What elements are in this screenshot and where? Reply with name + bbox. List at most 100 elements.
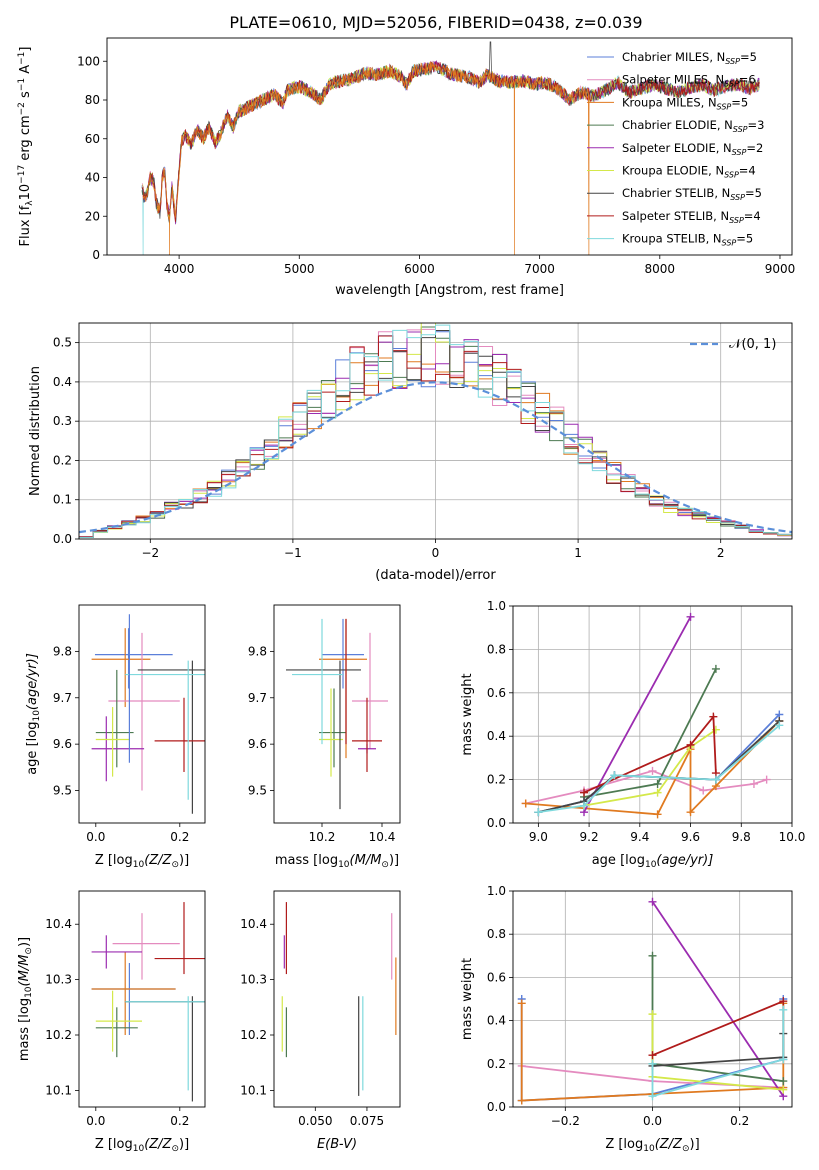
mass-vs-ebv-axes: 0.050 0.075 10.1 10.2 10.3 10.4 E(B-V) (240, 890, 401, 1152)
age-vs-mass-axes: 10.2 10.4 9.5 9.6 9.7 9.8 mass [log10(M/M⊙)] (248, 604, 401, 870)
massweight-vs-z-marker (648, 897, 657, 906)
age-vs-mass-ytick-label: 9.6 (248, 737, 267, 751)
legend-entry: Kroupa MILES, NSSP=5 (622, 95, 748, 111)
mass-vs-z-xlabel-part: )] (179, 1137, 189, 1152)
spectrum-ytick-label: 40 (85, 171, 100, 185)
mass-vs-z-xtick-label: 0.0 (86, 1114, 105, 1128)
age-vs-z-axes: 0.0 0.29.59.69.79.8Z [log10(Z/Z⊙)]age [lo… (25, 604, 206, 870)
spectrum-ylabel-part: 10 (18, 184, 33, 201)
residuals-ytick-label: 0.4 (53, 375, 72, 389)
age-vs-mass-xlabel-part: (M/M (350, 853, 382, 868)
massweight-vs-z-xtick-label: 0.2 (730, 1114, 749, 1128)
spectrum-ylabel-part: −1 (17, 52, 27, 65)
legend-name: Kroupa STELIB, N (622, 232, 722, 246)
massweight-vs-age-xlabel-part: age [log (592, 853, 645, 868)
spectrum-xtick-label: 6000 (404, 262, 435, 276)
massweight-vs-z-marker (648, 1092, 657, 1101)
legend-value: =2 (746, 141, 763, 155)
massweight-vs-z-marker (779, 1005, 788, 1014)
massweight-vs-age-marker (686, 808, 695, 817)
massweight-vs-age-line (583, 668, 717, 798)
massweight-vs-z-axes: −0.2 0.0 0.2 0.0 0.2 0.4 0.6 0.8 1.0 Z [log10(Z/Z… (460, 884, 793, 1154)
legend-sub: SSP (724, 171, 739, 180)
age-vs-mass-ytick-label: 9.7 (248, 691, 267, 705)
legend-entry: Kroupa ELODIE, NSSP=4 (622, 164, 756, 180)
age-vs-mass-point (352, 632, 388, 749)
mass-vs-ebv-ytick-label: 10.2 (240, 1028, 267, 1042)
mass-vs-z-frame (78, 890, 206, 1108)
legend-value: =4 (744, 209, 761, 223)
massweight-vs-z-xlabel-part: (Z/Z (655, 1137, 683, 1152)
massweight-vs-z-ytick-label: 0.2 (487, 1057, 506, 1071)
mass-vs-ebv-ytick-label: 10.3 (240, 973, 267, 987)
massweight-vs-age-marker (686, 740, 695, 749)
massweight-vs-z-frame (512, 890, 793, 1108)
age-vs-z-xtick-label: 0.0 (86, 830, 105, 844)
massweight-vs-z-xlabel-part: 10 (643, 1144, 655, 1154)
residuals-ytick-label: 0.2 (53, 453, 72, 467)
massweight-vs-age-ytick-label: 0.4 (487, 729, 506, 743)
age-vs-z-point (108, 632, 180, 791)
massweight-vs-age-marker (762, 775, 771, 784)
massweight-vs-age-line (583, 728, 717, 807)
residuals-plot-area (79, 323, 792, 539)
panels: 4000 5000 6000 7000 8000 9000020406080100wave… (17, 37, 805, 1154)
massweight-vs-age-marker (534, 808, 543, 817)
age-vs-mass-xlabel-part: )] (389, 853, 399, 868)
legend-name: Salpeter MILES, N (622, 73, 724, 87)
age-vs-z-xlabel-part: (Z/Z (144, 853, 172, 868)
massweight-vs-age-marker (648, 766, 657, 775)
age-vs-z-xlabel-part: )] (179, 853, 189, 868)
residuals-ytick-label: 0.3 (53, 414, 72, 428)
mass-vs-z-ylabel-part: ⊙ (24, 947, 34, 955)
mass-vs-ebv-ytick-label: 10.1 (240, 1083, 267, 1097)
mass-vs-z-ytick-label: 10.1 (45, 1083, 72, 1097)
age-vs-mass-point (352, 697, 382, 772)
mass-vs-z-point (95, 990, 142, 1052)
legend-entry: Chabrier STELIB, NSSP=5 (622, 186, 762, 202)
massweight-vs-z-line (651, 1009, 785, 1098)
age-vs-z-point (95, 669, 134, 768)
spectrum-xtick-label: 4000 (164, 262, 195, 276)
massweight-vs-age-line (583, 616, 692, 813)
legend-entry: Salpeter STELIB, NSSP=4 (622, 209, 761, 225)
mass-vs-z-point (154, 902, 205, 975)
mass-vs-z-ylabel-part: (M/M (17, 955, 32, 987)
age-vs-z-point (91, 628, 151, 708)
massweight-vs-age-line (583, 714, 717, 794)
mass-vs-z-ylabel-part: 10 (24, 986, 34, 998)
spectrum-line-kroupa-miles (142, 62, 590, 255)
massweight-vs-z-ylabel: mass weight (460, 958, 475, 1040)
massweight-vs-age-frame (512, 605, 793, 824)
massweight-vs-age-ytick-label: 0.6 (487, 686, 506, 700)
spectrum-ylabel-part: λ (25, 200, 35, 206)
massweight-vs-age-marker (711, 775, 720, 784)
spectrum-frame (106, 37, 793, 256)
legend-sub: SSP (717, 102, 732, 111)
massweight-vs-age-ytick-label: 0.8 (487, 642, 506, 656)
legend-entry: Salpeter MILES, NSSP=6 (622, 73, 756, 89)
massweight-vs-z-xlabel: Z [log10(Z/Z⊙)] (605, 1137, 699, 1154)
age-vs-z-xlabel: Z [log10(Z/Z⊙)] (95, 853, 189, 870)
massweight-vs-z-ytick-label: 0.4 (487, 1014, 506, 1028)
age-vs-mass-frame (273, 604, 401, 824)
massweight-vs-z-line (651, 901, 785, 1097)
mass-vs-z-ytick-label: 10.4 (45, 917, 72, 931)
spectrum-axes: 4000 5000 6000 7000 8000 9000 0 20 40 60 80 100 wave… (17, 37, 795, 298)
massweight-vs-age-ytick-label: 0.2 (487, 773, 506, 787)
massweight-vs-z-marker (517, 1096, 526, 1105)
age-vs-mass-point (322, 618, 364, 689)
massweight-vs-age-xlabel-part: 10 (645, 860, 657, 870)
spectrum-ylabel-part: s (18, 91, 33, 102)
mass-vs-ebv-xtick-label: 0.050 (298, 1114, 332, 1128)
massweight-vs-age-marker (580, 801, 589, 810)
legend-sub: SSP (733, 125, 748, 134)
age-vs-mass-point (292, 618, 343, 745)
massweight-vs-age-marker (711, 664, 720, 673)
legend-value: =5 (736, 232, 753, 246)
residuals-xtick-label: 1 (574, 546, 582, 560)
spectrum-ylabel-part: A (18, 65, 33, 78)
legend-entry: Chabrier MILES, NSSP=5 (622, 50, 757, 66)
legend-value: =6 (739, 73, 756, 87)
